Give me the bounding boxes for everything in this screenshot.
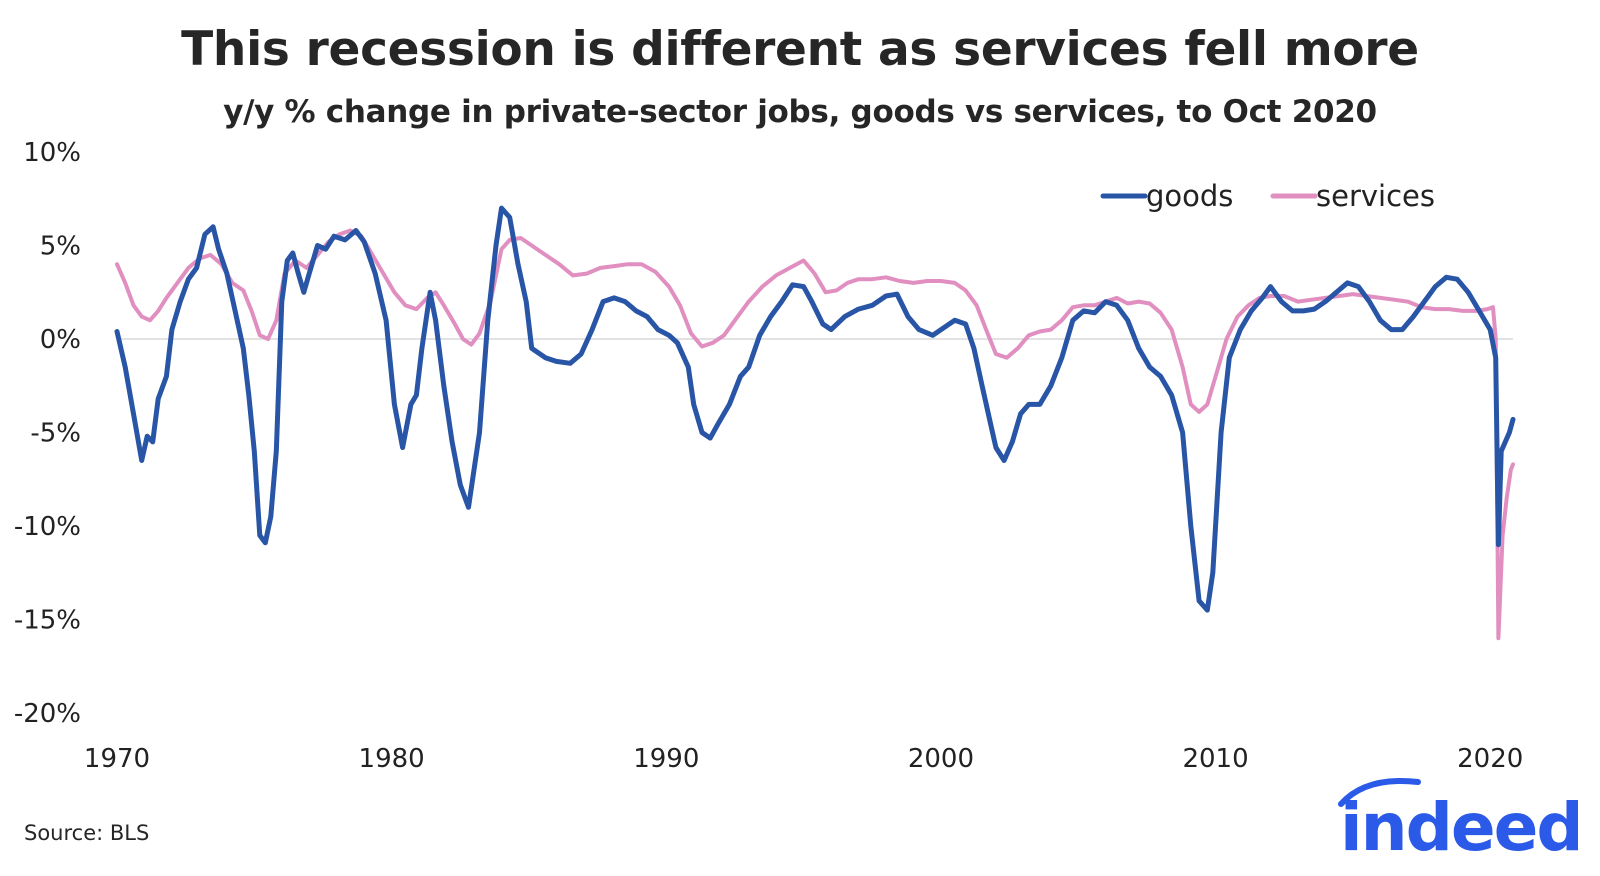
- y-tick-label: -15%: [14, 606, 81, 636]
- logo-arc: [1338, 777, 1421, 807]
- y-tick-label: -10%: [14, 512, 81, 542]
- legend-label-goods: goods: [1146, 179, 1233, 213]
- y-tick-label: -5%: [30, 419, 81, 449]
- y-tick-label: 0%: [40, 325, 81, 355]
- chart-subtitle: y/y % change in private-sector jobs, goo…: [223, 94, 1377, 130]
- x-tick-label: 2000: [908, 744, 974, 774]
- legend: goods services: [1100, 179, 1435, 213]
- y-tick-label: 10%: [23, 138, 81, 168]
- legend-label-services: services: [1316, 179, 1435, 213]
- series-line-goods: [114, 205, 1516, 613]
- x-tick-label: 1970: [84, 744, 150, 774]
- x-tick-label: 2020: [1457, 744, 1523, 774]
- logo-wordmark: indeed: [1340, 789, 1578, 866]
- x-axis: 1970 1980 1990 2000 2010 2020: [84, 744, 1523, 774]
- source-note: Source: BLS: [24, 821, 150, 845]
- x-tick-label: 1980: [359, 744, 425, 774]
- indeed-logo: indeed: [1338, 777, 1578, 866]
- y-tick-label: 5%: [40, 232, 81, 262]
- chart-title: This recession is different as services …: [181, 22, 1419, 77]
- x-tick-label: 2010: [1182, 744, 1248, 774]
- y-axis: 10% 5% 0% -5% -10% -15% -20%: [14, 138, 81, 729]
- series-layer: [114, 205, 1516, 641]
- y-tick-label: -20%: [14, 699, 81, 729]
- series-line-services: [115, 228, 1515, 641]
- x-tick-label: 1990: [633, 744, 699, 774]
